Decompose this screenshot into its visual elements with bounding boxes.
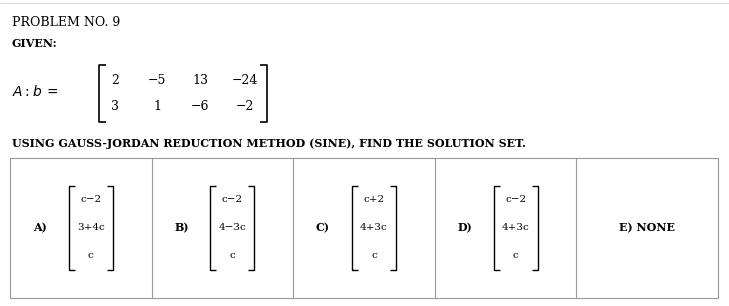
Text: c−2: c−2 [80,196,101,204]
Text: −5: −5 [148,74,166,88]
Text: −2: −2 [235,99,254,113]
Bar [10,158,718,298]
Text: 3: 3 [111,99,119,113]
Text: c+2: c+2 [364,196,385,204]
Text: −24: −24 [232,74,258,88]
Text: 4−3c: 4−3c [219,223,246,233]
Text: $A:b\,=$: $A:b\,=$ [12,84,58,99]
Text: 3+4c: 3+4c [77,223,105,233]
Text: B): B) [174,222,189,233]
Text: c: c [371,252,377,260]
Text: E) NONE: E) NONE [619,222,675,233]
Text: c: c [88,252,93,260]
Text: 4+3c: 4+3c [360,223,388,233]
Text: USING GAUSS-JORDAN REDUCTION METHOD (SINE), FIND THE SOLUTION SET.: USING GAUSS-JORDAN REDUCTION METHOD (SIN… [12,138,526,149]
Text: D): D) [458,222,472,233]
Text: c−2: c−2 [222,196,243,204]
Text: 13: 13 [192,74,208,88]
Text: 1: 1 [153,99,161,113]
Text: GIVEN:: GIVEN: [12,38,58,49]
Text: c−2: c−2 [505,196,526,204]
Text: PROBLEM NO. 9: PROBLEM NO. 9 [12,16,120,29]
Text: c: c [512,252,518,260]
Text: A): A) [33,222,47,233]
Text: 2: 2 [111,74,119,88]
Text: −6: −6 [191,99,209,113]
Text: C): C) [316,222,330,233]
Text: 4+3c: 4+3c [502,223,529,233]
Text: c: c [230,252,235,260]
